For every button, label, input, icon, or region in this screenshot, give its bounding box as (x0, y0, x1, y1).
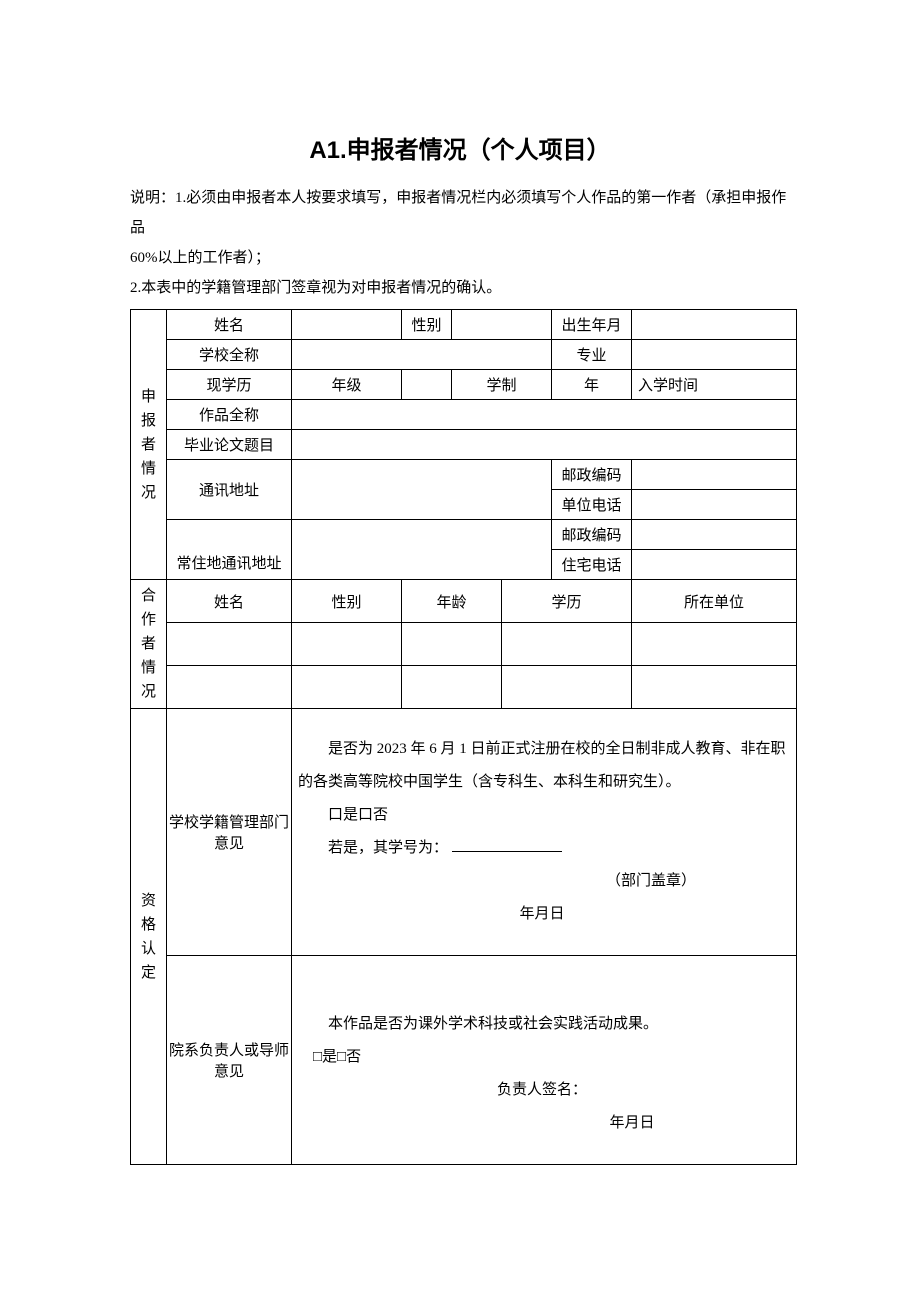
student-id-field[interactable] (452, 851, 562, 852)
table-row (131, 666, 797, 709)
major-label: 专业 (552, 340, 632, 370)
collab-row-name[interactable] (167, 623, 292, 666)
collab-row-gender[interactable] (292, 666, 402, 709)
home-phone-label: 住宅电话 (552, 550, 632, 580)
thesis-label: 毕业论文题目 (167, 430, 292, 460)
thesis-field[interactable] (292, 430, 797, 460)
table-row: 资格认定 学校学籍管理部门意见 是否为 2023 年 6 月 1 日前正式注册在… (131, 709, 797, 956)
home-phone-field[interactable] (632, 550, 797, 580)
table-row: 合作者情况 姓名 性别 年龄 学历 所在单位 (131, 580, 797, 623)
collab-row-age[interactable] (402, 623, 502, 666)
table-row: 通讯地址 邮政编码 (131, 460, 797, 490)
school-field[interactable] (292, 340, 552, 370)
home-addr-label: 常住地通讯地址 (167, 520, 292, 580)
instruction-line-1: 说明：1.必须由申报者本人按要求填写，申报者情况栏内必须填写个人作品的第一作者（… (130, 183, 790, 243)
table-row: 学校全称 专业 (131, 340, 797, 370)
collab-age-label: 年龄 (402, 580, 502, 623)
checkbox-yes-no-1[interactable]: 口是口否 (328, 807, 388, 823)
name-label: 姓名 (167, 310, 292, 340)
table-row: 作品全称 (131, 400, 797, 430)
page-title: A1.申报者情况（个人项目） (130, 130, 790, 165)
collab-row-gender[interactable] (292, 623, 402, 666)
dept-head-text1: 本作品是否为课外学术科技或社会实践活动成果。 (298, 1008, 786, 1041)
collab-row-edu[interactable] (502, 666, 632, 709)
dept-head-label: 院系负责人或导师意见 (167, 956, 292, 1165)
school-dept-text1: 是否为 2023 年 6 月 1 日前正式注册在校的全日制非成人教育、非在职的各… (298, 733, 786, 799)
collab-edu-label: 学历 (502, 580, 632, 623)
edu-label: 现学历 (167, 370, 292, 400)
collab-unit-label: 所在单位 (632, 580, 797, 623)
table-row: 申报者情况 姓名 性别 出生年月 (131, 310, 797, 340)
qualification-section-label: 资格认定 (131, 709, 167, 1165)
collab-row-unit[interactable] (632, 666, 797, 709)
checkbox-yes-no-2[interactable]: □是□否 (313, 1049, 361, 1065)
postal2-label: 邮政编码 (552, 520, 632, 550)
seal-text: （部门盖章） (298, 865, 786, 898)
address-label: 通讯地址 (167, 460, 292, 520)
table-row: 现学历 年级 学制 年 入学时间 (131, 370, 797, 400)
school-dept-label: 学校学籍管理部门意见 (167, 709, 292, 956)
unit-phone-label: 单位电话 (552, 490, 632, 520)
instructions-block: 说明：1.必须由申报者本人按要求填写，申报者情况栏内必须填写个人作品的第一作者（… (130, 183, 790, 303)
birth-field[interactable] (632, 310, 797, 340)
postal1-label: 邮政编码 (552, 460, 632, 490)
table-row: 常住地通讯地址 邮政编码 (131, 520, 797, 550)
instruction-line-2: 60%以上的工作者）； (130, 243, 790, 273)
applicant-section-label: 申报者情况 (131, 310, 167, 580)
sign-text: 负责人签名： (298, 1074, 786, 1107)
enroll-label: 入学时间 (632, 370, 797, 400)
work-title-label: 作品全称 (167, 400, 292, 430)
table-row: 毕业论文题目 (131, 430, 797, 460)
duration-label: 学制 (452, 370, 552, 400)
school-dept-content: 是否为 2023 年 6 月 1 日前正式注册在校的全日制非成人教育、非在职的各… (292, 709, 797, 956)
collab-row-edu[interactable] (502, 623, 632, 666)
work-title-field[interactable] (292, 400, 797, 430)
grade-label: 年级 (292, 370, 402, 400)
postal1-field[interactable] (632, 460, 797, 490)
year-label: 年 (552, 370, 632, 400)
name-field[interactable] (292, 310, 402, 340)
date-text-2: 年月日 (298, 1107, 786, 1140)
instruction-line-3: 2.本表中的学籍管理部门签章视为对申报者情况的确认。 (130, 273, 790, 303)
collaborator-section-label: 合作者情况 (131, 580, 167, 709)
collab-gender-label: 性别 (292, 580, 402, 623)
major-field[interactable] (632, 340, 797, 370)
birth-label: 出生年月 (552, 310, 632, 340)
address-field[interactable] (292, 460, 552, 520)
main-form-table: 申报者情况 姓名 性别 出生年月 学校全称 专业 现学历 年级 学制 年 入学时… (130, 309, 797, 1165)
postal2-field[interactable] (632, 520, 797, 550)
student-id-text: 若是，其学号为： (328, 840, 448, 856)
school-label: 学校全称 (167, 340, 292, 370)
collab-row-name[interactable] (167, 666, 292, 709)
table-row (131, 623, 797, 666)
grade-field[interactable] (402, 370, 452, 400)
date-text-1: 年月日 (298, 898, 786, 931)
gender-field[interactable] (452, 310, 552, 340)
home-addr-field[interactable] (292, 520, 552, 580)
collab-row-unit[interactable] (632, 623, 797, 666)
unit-phone-field[interactable] (632, 490, 797, 520)
collab-name-label: 姓名 (167, 580, 292, 623)
table-row: 院系负责人或导师意见 本作品是否为课外学术科技或社会实践活动成果。 □是□否 负… (131, 956, 797, 1165)
dept-head-content: 本作品是否为课外学术科技或社会实践活动成果。 □是□否 负责人签名： 年月日 (292, 956, 797, 1165)
gender-label: 性别 (402, 310, 452, 340)
collab-row-age[interactable] (402, 666, 502, 709)
